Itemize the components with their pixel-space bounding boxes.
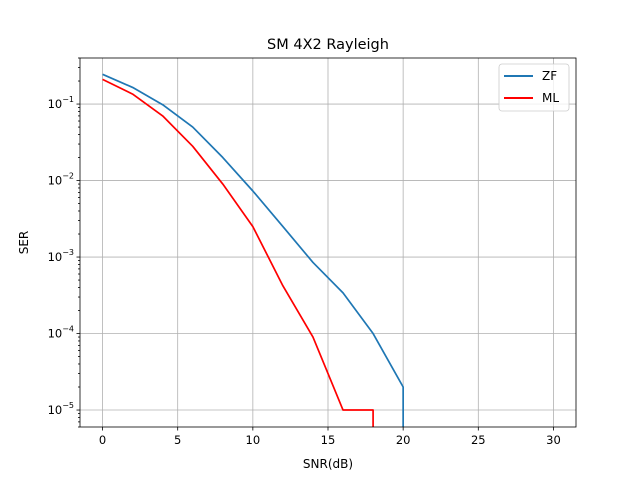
x-axis-ticks: 0 5 10 15 20 25 30: [99, 427, 561, 447]
x-axis-label: SNR(dB): [303, 457, 353, 471]
x-tick-label: 30: [546, 433, 561, 447]
x-tick-label: 20: [396, 433, 411, 447]
y-tick-label: 10−3: [48, 248, 74, 264]
y-tick-label: 10−2: [48, 172, 74, 188]
x-tick-label: 10: [246, 433, 261, 447]
legend-label-zf: ZF: [542, 69, 557, 83]
x-tick-label: 5: [174, 433, 181, 447]
legend: ZF ML: [498, 63, 570, 112]
series-line-ml: [102, 78, 374, 427]
x-tick-label: 0: [99, 433, 106, 447]
y-tick-label: 10−4: [48, 325, 74, 341]
legend-label-ml: ML: [542, 91, 559, 105]
x-tick-label: 25: [471, 433, 486, 447]
y-tick-label: 10−1: [48, 95, 74, 111]
y-tick-label: 10−5: [48, 401, 74, 417]
series-line-zf: [102, 73, 404, 427]
chart-title: SM 4X2 Rayleigh: [267, 37, 389, 53]
grid-lines: [80, 58, 576, 427]
y-axis-label: SER: [17, 231, 31, 255]
y-axis-ticks: 10−5 10−4 10−3 10−2 10−1: [48, 57, 80, 428]
x-tick-label: 15: [321, 433, 336, 447]
plot-series: [102, 73, 404, 427]
